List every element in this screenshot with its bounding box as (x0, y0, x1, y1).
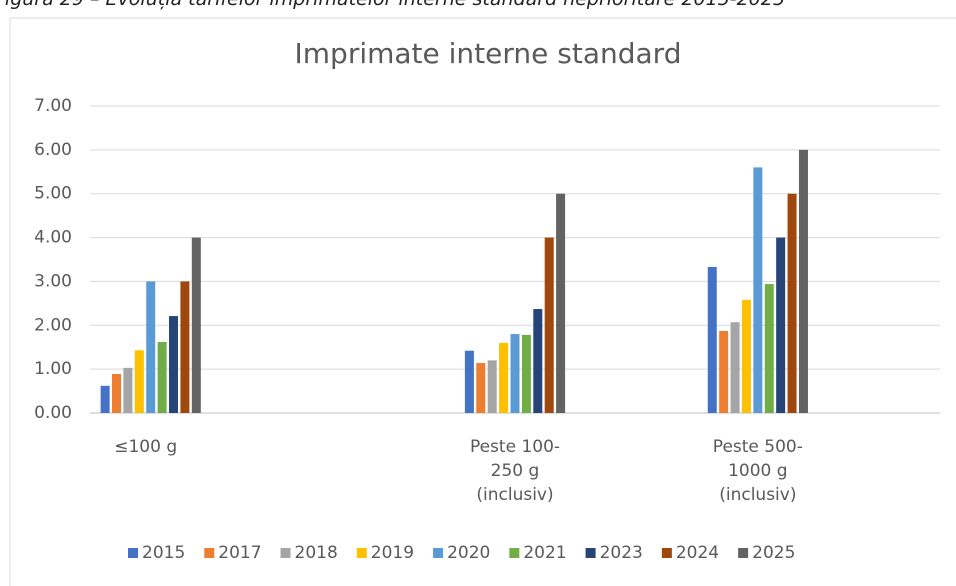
bar (180, 281, 190, 413)
bar (556, 193, 566, 413)
bar (730, 322, 740, 413)
bar (787, 193, 797, 413)
figure-caption: Figura 29 – Evoluția tarifelor imprimate… (0, 0, 785, 10)
bar (157, 341, 167, 413)
y-tick-label: 1.00 (34, 359, 72, 379)
legend-swatch (433, 548, 444, 558)
legend-label: 2021 (523, 543, 566, 563)
legend-label: 2018 (295, 543, 338, 563)
y-tick-label: 2.00 (34, 315, 72, 335)
x-tick-label: Peste 100-250 g (inclusiv) (469, 437, 561, 505)
legend-swatch (204, 548, 215, 558)
bar (533, 309, 543, 413)
bar (464, 350, 474, 413)
bar (741, 299, 751, 413)
bar (776, 237, 786, 413)
y-tick-label: 6.00 (34, 140, 72, 160)
legend-swatch (356, 548, 367, 558)
legend-swatch (661, 548, 672, 558)
y-tick-label: 5.00 (34, 184, 72, 204)
bar (476, 363, 486, 413)
legend-label: 2024 (676, 543, 719, 563)
bar (191, 237, 201, 413)
legend-label: 2023 (600, 543, 643, 563)
y-tick-label: 3.00 (34, 271, 72, 291)
bar (487, 360, 497, 413)
bar (499, 342, 509, 413)
bar (798, 149, 808, 413)
bar (100, 385, 110, 413)
legend-swatch (509, 548, 520, 558)
legend-label: 2025 (752, 543, 795, 563)
chart-frame (9, 17, 956, 586)
y-tick-label: 4.00 (34, 228, 72, 248)
legend-swatch (280, 548, 291, 558)
bar (123, 367, 133, 413)
y-tick-label: 0.00 (34, 403, 72, 423)
bar (521, 334, 531, 413)
bar (707, 266, 717, 413)
bar (146, 281, 156, 413)
bar (764, 284, 774, 413)
legend-label: 2015 (142, 543, 185, 563)
y-tick-label: 7.00 (34, 96, 72, 116)
chart-title: Imprimate interne standard (295, 37, 682, 70)
bar (134, 350, 144, 413)
x-tick-label: ≤100 g (114, 437, 178, 457)
legend-swatch (585, 548, 596, 558)
bar (169, 316, 179, 413)
bar (719, 330, 729, 413)
bar (544, 237, 554, 413)
legend-label: 2019 (371, 543, 414, 563)
bar (510, 334, 520, 413)
bar (753, 167, 763, 413)
legend-swatch (128, 548, 138, 558)
legend-swatch (738, 548, 749, 558)
legend-label: 2020 (447, 543, 490, 563)
bar (112, 373, 122, 413)
legend-label: 2017 (218, 543, 261, 563)
x-tick-label: Peste 500-1000 g (inclusiv) (712, 437, 803, 505)
